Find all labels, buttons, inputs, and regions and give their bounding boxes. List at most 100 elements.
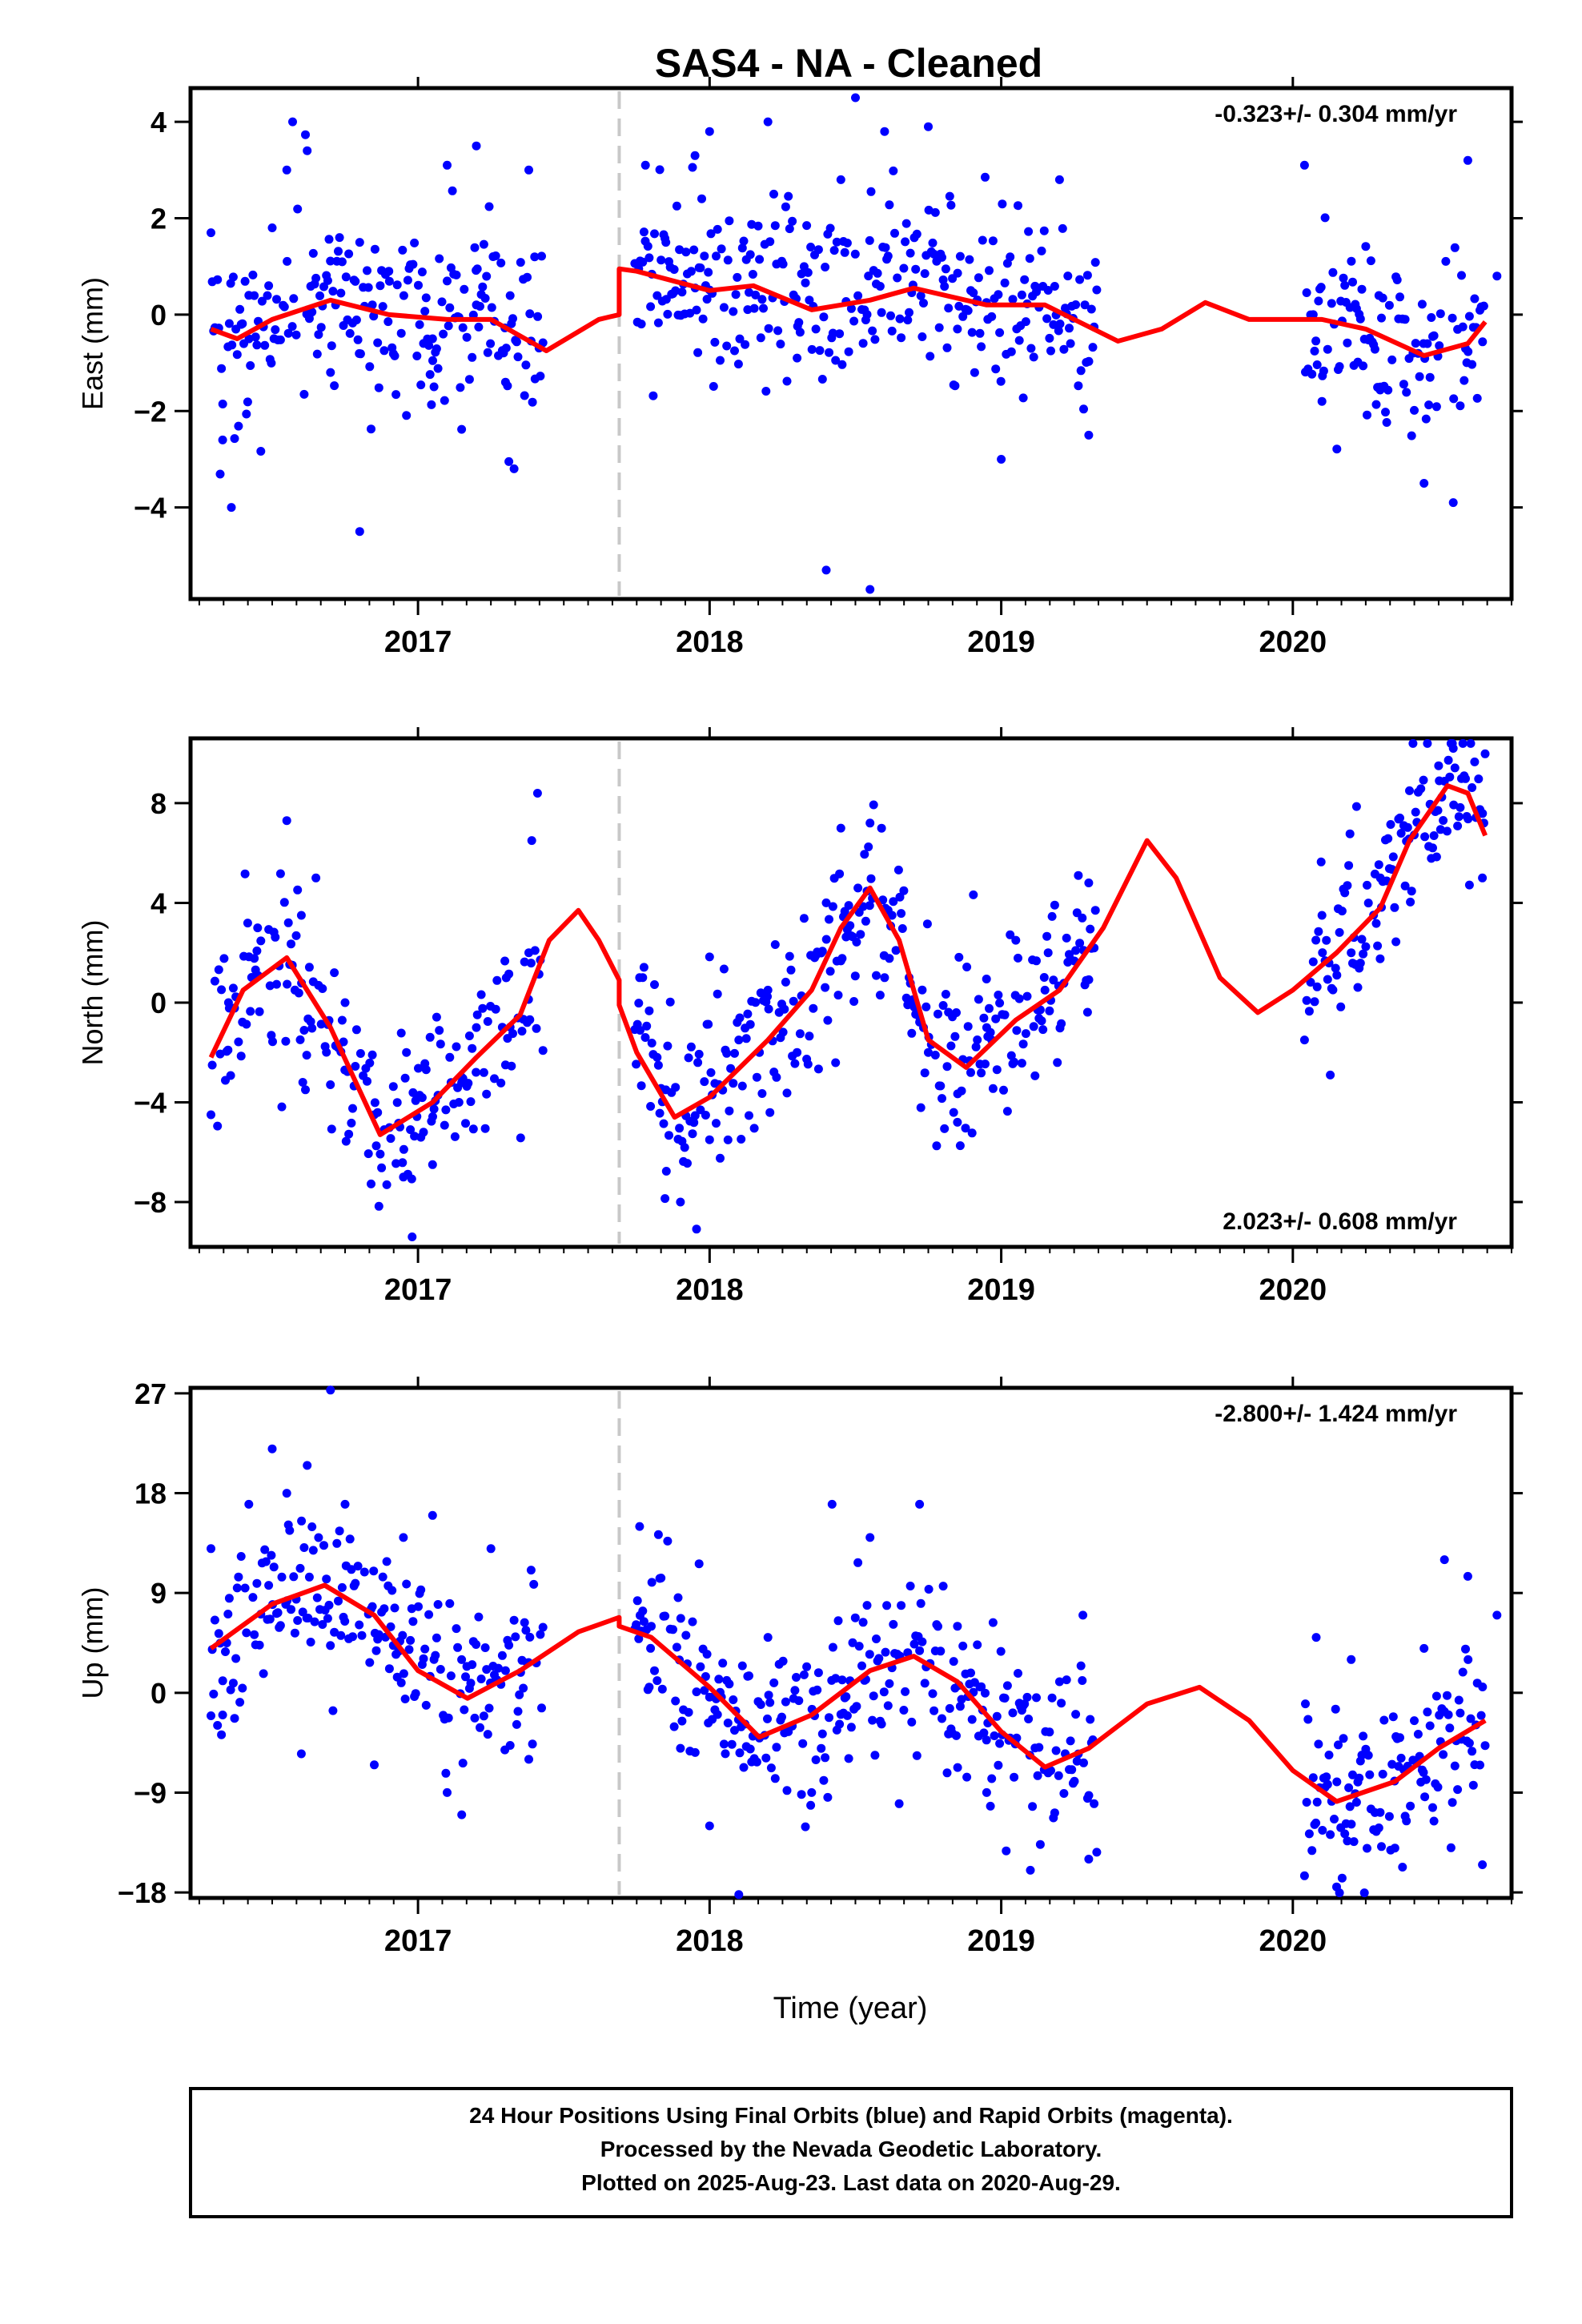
data-point (472, 141, 481, 151)
data-point (1429, 1816, 1439, 1826)
data-point (436, 1665, 445, 1674)
data-point (817, 375, 827, 384)
data-point (815, 346, 825, 356)
data-point (885, 1679, 894, 1688)
data-point (1002, 1681, 1012, 1691)
data-point (650, 980, 659, 989)
data-point (998, 199, 1007, 209)
y-tick-label: 27 (135, 1377, 167, 1410)
data-point (1311, 1633, 1321, 1642)
data-point (639, 963, 648, 972)
data-point (427, 400, 436, 409)
data-point (283, 918, 293, 927)
data-point (1054, 175, 1064, 184)
data-point (671, 286, 681, 296)
data-point (895, 892, 905, 902)
data-point (412, 352, 422, 360)
y-tick-label: 8 (151, 787, 167, 820)
data-point (883, 251, 893, 261)
data-point (747, 219, 757, 229)
data-point (355, 1049, 365, 1058)
data-point (355, 238, 364, 247)
data-point (696, 1662, 705, 1671)
data-point (384, 1664, 394, 1674)
data-point (1034, 1743, 1044, 1752)
data-point (526, 1566, 536, 1575)
data-point (500, 956, 510, 966)
data-point (1395, 813, 1404, 822)
data-point (1435, 309, 1445, 319)
data-point (1006, 930, 1015, 939)
data-point (1337, 1873, 1347, 1883)
data-point (821, 935, 831, 944)
data-point (792, 1673, 801, 1682)
data-point (479, 1711, 488, 1721)
data-point (1357, 284, 1367, 294)
data-point (1458, 738, 1468, 748)
data-point (526, 959, 536, 968)
data-point (1348, 277, 1357, 287)
data-point (751, 998, 761, 1007)
data-point (907, 1028, 917, 1038)
data-point (723, 1135, 733, 1144)
data-point (966, 1668, 975, 1678)
data-point (251, 332, 260, 342)
data-point (1076, 1661, 1086, 1671)
data-point (920, 1679, 930, 1688)
data-point (1063, 271, 1073, 281)
data-point (722, 1048, 732, 1058)
data-point (351, 1025, 361, 1035)
data-point (421, 1065, 431, 1075)
data-point (209, 1689, 219, 1699)
data-point (663, 1041, 673, 1051)
data-point (1035, 1839, 1045, 1849)
data-point (294, 988, 303, 998)
data-point (1324, 1751, 1334, 1759)
data-point (1439, 816, 1448, 825)
data-point (870, 1751, 880, 1760)
data-point (1470, 757, 1480, 766)
data-point (776, 340, 785, 349)
data-point (452, 1624, 461, 1634)
data-point (1474, 774, 1484, 784)
data-point (705, 1821, 714, 1831)
data-point (1043, 948, 1053, 958)
data-point (1303, 1715, 1313, 1724)
data-point (445, 1598, 455, 1608)
data-point (944, 304, 954, 313)
data-point (306, 1017, 315, 1027)
data-point (1339, 1734, 1348, 1743)
data-point (696, 263, 705, 272)
data-point (218, 1711, 227, 1719)
data-point (1311, 336, 1321, 346)
data-point (920, 269, 930, 279)
data-point (513, 352, 523, 362)
data-point (745, 1744, 755, 1754)
data-point (788, 216, 797, 226)
data-point (772, 1743, 781, 1752)
data-point (403, 275, 412, 285)
data-point (741, 340, 750, 349)
data-point (661, 1085, 671, 1095)
data-point (1480, 1741, 1490, 1751)
data-point (221, 1647, 230, 1656)
data-point (665, 997, 675, 1007)
x-tick-label: 2017 (384, 625, 452, 659)
data-point (207, 1544, 215, 1554)
data-point (295, 1563, 305, 1573)
data-point (1082, 1007, 1092, 1017)
data-point (486, 1544, 496, 1554)
data-point (849, 997, 859, 1006)
data-point (408, 259, 418, 269)
data-point (311, 873, 321, 883)
data-point (275, 869, 285, 879)
data-point (1084, 1855, 1094, 1864)
data-point (677, 1716, 687, 1726)
data-point (336, 1630, 346, 1640)
data-point (675, 1124, 685, 1133)
data-point (786, 965, 796, 975)
data-point (1304, 1007, 1314, 1016)
data-point (528, 397, 537, 407)
data-point (1340, 1829, 1350, 1839)
data-point (991, 364, 1001, 374)
